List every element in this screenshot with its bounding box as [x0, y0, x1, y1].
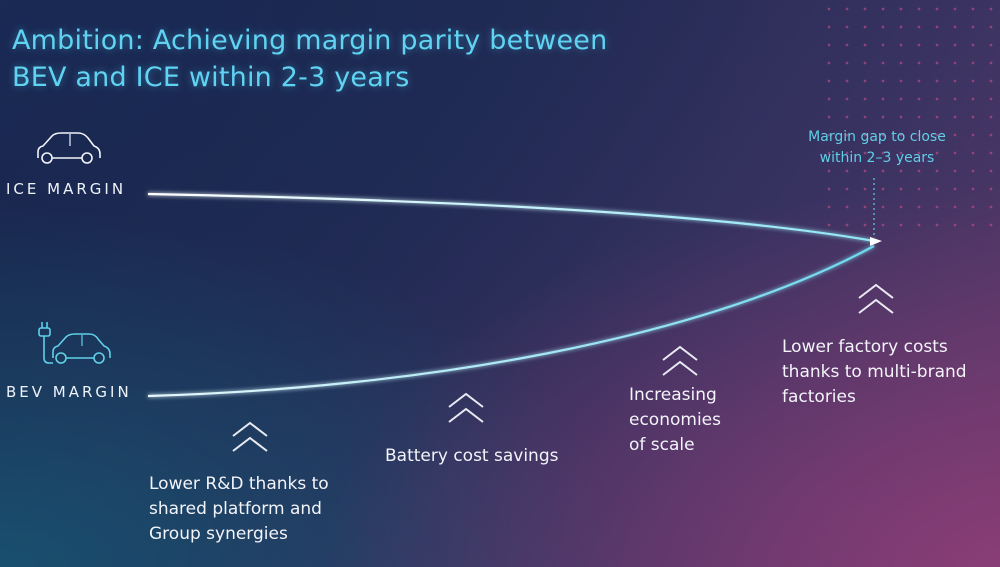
lever-factory-line-1: Lower factory costs	[782, 337, 948, 357]
ice-margin-label: ICE MARGIN	[6, 180, 127, 198]
slide-title-line-2: BEV and ICE within 2-3 years	[12, 62, 410, 93]
margin-gap-note-line-1: Margin gap to close	[808, 129, 946, 145]
lever-rd-line-3: Group synergies	[149, 524, 288, 544]
lever-rd-line-2: shared platform and	[149, 499, 322, 519]
decorative-dot-grid	[820, 0, 1000, 230]
lever-factory-line-3: factories	[782, 387, 856, 407]
double-chevron-up-icon	[662, 345, 698, 376]
bev-margin-label: BEV MARGIN	[6, 383, 132, 401]
slide-title: Ambition: Achieving margin parity betwee…	[12, 22, 712, 96]
lever-scale-line-2: economies	[629, 410, 721, 430]
lever-battery-line-1: Battery cost savings	[385, 446, 559, 466]
lever-rd-line-1: Lower R&D thanks to	[149, 474, 329, 494]
car-icon	[37, 132, 101, 164]
convergence-arrowhead	[870, 237, 882, 246]
double-chevron-up-icon	[448, 392, 484, 423]
lever-battery-savings: Battery cost savings	[385, 444, 605, 469]
margin-gap-note: Margin gap to close within 2–3 years	[792, 127, 962, 169]
margin-gap-note-line-2: within 2–3 years	[819, 150, 935, 166]
double-chevron-up-icon	[858, 283, 894, 314]
ice-margin-curve	[147, 192, 875, 243]
lever-factory-line-2: thanks to multi-brand	[782, 362, 967, 382]
lever-scale-line-3: of scale	[629, 435, 695, 455]
double-chevron-up-icon	[232, 421, 268, 452]
lever-factory-costs: Lower factory costs thanks to multi-bran…	[782, 335, 997, 410]
lever-scale-line-1: Increasing	[629, 385, 717, 405]
electric-car-icon	[38, 322, 111, 364]
bev-margin-curve	[147, 245, 875, 398]
lever-rd-savings: Lower R&D thanks to shared platform and …	[149, 472, 379, 547]
lever-economies-of-scale: Increasing economies of scale	[629, 383, 769, 458]
slide-title-line-1: Ambition: Achieving margin parity betwee…	[12, 25, 608, 56]
